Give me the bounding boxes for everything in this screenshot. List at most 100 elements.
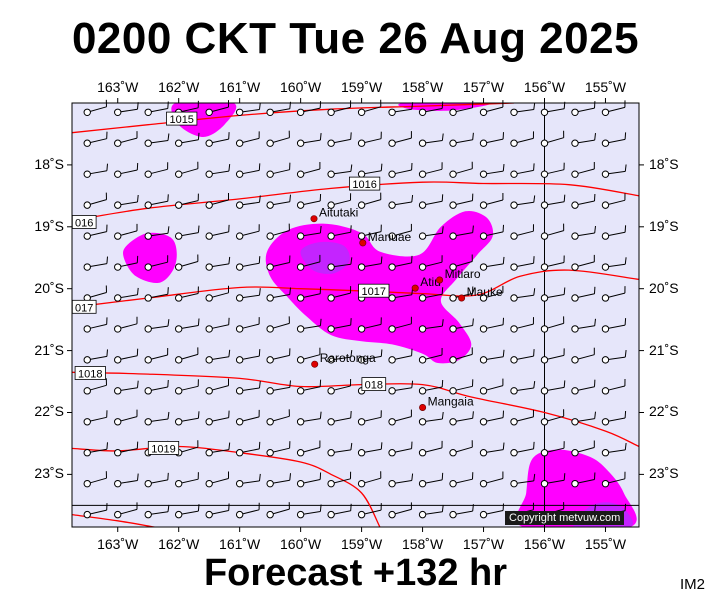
- wind-barb: [327, 378, 352, 395]
- wind-barb: [205, 164, 231, 178]
- wind-barb: [449, 504, 474, 519]
- wind-barb: [571, 225, 596, 240]
- wind-barb: [114, 409, 138, 426]
- wind-barb: [418, 347, 443, 364]
- wind-barb: [479, 224, 504, 240]
- lon-label-top: 155˚W: [584, 79, 627, 95]
- wind-barb: [418, 287, 444, 302]
- wind-barb: [449, 225, 474, 240]
- wind-barb: [571, 318, 596, 333]
- wind-barb: [540, 473, 566, 488]
- wind-barb: [83, 471, 107, 488]
- wind-barb: [357, 317, 382, 333]
- lon-label-bottom: 159˚W: [340, 536, 383, 552]
- wind-barb: [357, 471, 382, 488]
- wind-barb: [235, 473, 261, 488]
- wind-barbs: 1015 1016 016 1017 017 1018 018 1019: [71, 99, 627, 519]
- wind-barb: [571, 101, 596, 116]
- wind-barb: [296, 411, 322, 426]
- wind-barb: [601, 164, 627, 178]
- wind-barb: [174, 411, 200, 426]
- wind-barb: [235, 317, 260, 333]
- wind-barb: [174, 286, 199, 302]
- wind-barb: [205, 224, 230, 240]
- wind-barb: [174, 504, 200, 519]
- wind-barb: [418, 472, 444, 488]
- tick-marks: [67, 98, 644, 532]
- svg-text:1018: 1018: [78, 369, 102, 381]
- wind-barb: [235, 349, 261, 364]
- wind-barb: [510, 224, 534, 240]
- rain-area: [123, 232, 177, 284]
- wind-barb: [540, 101, 566, 116]
- wind-barb: [479, 378, 504, 395]
- wind-barb: [327, 132, 352, 147]
- wind-barb: [601, 225, 627, 240]
- lat-label-right: 21˚S: [649, 341, 679, 358]
- wind-barb: [83, 349, 108, 364]
- wind-barb: [601, 257, 627, 271]
- wind-barb: [571, 133, 596, 147]
- wind-barb: [357, 442, 383, 457]
- lat-label-right: 19˚S: [649, 217, 679, 234]
- wind-barb: [510, 381, 536, 395]
- lon-label-bottom: 156˚W: [523, 536, 566, 552]
- wind-barb: [205, 317, 230, 333]
- wind-barb: [144, 226, 170, 240]
- island-marker: Mitiaro: [436, 267, 481, 284]
- isobar-label: 1018: [74, 366, 106, 381]
- wind-barb: [296, 133, 322, 147]
- lon-label-top: 160˚W: [280, 79, 322, 95]
- wind-barb: [540, 287, 566, 302]
- wind-barb: [114, 441, 139, 457]
- wind-barb: [510, 195, 536, 209]
- island-marker: Mangaia: [419, 395, 474, 411]
- island-marker: Rarotonga: [311, 351, 376, 368]
- wind-barb: [235, 195, 261, 209]
- wind-barb: [144, 379, 169, 395]
- wind-barb: [144, 319, 170, 333]
- wind-barb: [114, 316, 138, 333]
- wind-barb: [388, 502, 412, 519]
- wind-barb: [83, 224, 108, 240]
- island-label: Atiu: [420, 275, 441, 289]
- wind-barb: [479, 503, 504, 519]
- lon-label-bottom: 155˚W: [584, 536, 627, 552]
- islands-layer: Aitutaki Manuae Atiu Mitiaro Mauke Rarotonga M…: [310, 206, 503, 411]
- lat-label-right: 18˚S: [649, 155, 679, 172]
- wind-barb: [449, 411, 474, 426]
- wind-barb: [449, 132, 474, 147]
- wind-barb: [388, 441, 413, 457]
- wind-barb: [296, 472, 322, 488]
- lon-label-bottom: 157˚W: [462, 536, 505, 552]
- wind-barb: [357, 349, 383, 364]
- svg-text:1019: 1019: [151, 443, 175, 455]
- wind-barb: [144, 504, 170, 519]
- wind-barb: [540, 162, 565, 178]
- map-frame: [71, 102, 640, 528]
- wind-barb: [418, 255, 443, 271]
- wind-barb: [540, 316, 565, 333]
- wind-barb: [601, 442, 627, 457]
- wind-barb: [540, 348, 565, 364]
- wind-barb: [571, 286, 596, 302]
- wind-barb: [114, 473, 139, 488]
- wind-barb: [327, 503, 352, 519]
- isobar-label: 1017: [358, 283, 390, 298]
- wind-barb: [266, 101, 291, 116]
- isobar-label: 1016: [348, 176, 381, 191]
- wind-barb: [418, 319, 444, 333]
- wind-barb: [83, 99, 107, 116]
- wind-barb: [205, 285, 229, 302]
- wind-barb: [388, 223, 412, 240]
- wind-barb: [571, 411, 596, 426]
- wind-barb: [83, 410, 108, 426]
- wind-barb: [114, 348, 139, 364]
- wind-barb: [144, 472, 169, 488]
- wind-barb: [479, 100, 504, 116]
- wind-barb: [235, 409, 260, 426]
- wind-barb: [449, 161, 473, 178]
- isobar-label: 017: [71, 299, 97, 314]
- wind-barb: [235, 224, 260, 240]
